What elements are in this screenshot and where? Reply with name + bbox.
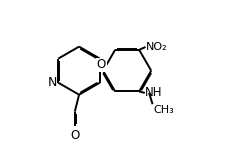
Text: CH₃: CH₃ bbox=[152, 105, 173, 115]
Text: N: N bbox=[47, 76, 56, 89]
Text: NH: NH bbox=[145, 86, 162, 99]
Text: NO₂: NO₂ bbox=[145, 42, 167, 52]
Text: O: O bbox=[97, 58, 106, 71]
Text: O: O bbox=[70, 129, 79, 142]
